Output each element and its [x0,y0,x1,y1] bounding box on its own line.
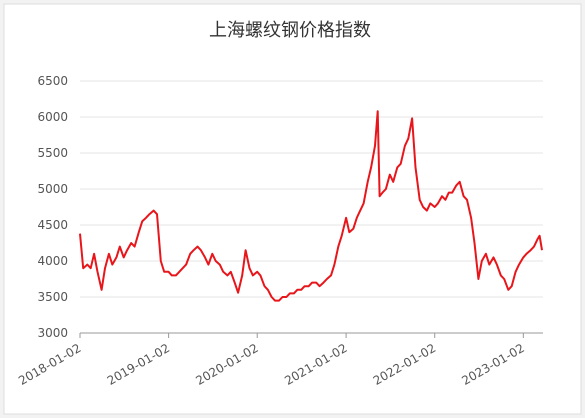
series-line [79,110,543,302]
chart-title: 上海螺纹钢价格指数 [209,20,371,41]
y-tick-label: 3000 [37,326,68,340]
y-tick-label: 3500 [37,290,68,304]
panel [3,3,582,415]
y-tick-label: 4000 [37,254,68,268]
y-tick-label: 5000 [37,182,68,196]
y-tick-label: 5500 [37,146,68,160]
y-tick-label: 6000 [37,110,68,124]
y-tick-label: 6500 [37,74,68,88]
y-tick-label: 4500 [37,218,68,232]
